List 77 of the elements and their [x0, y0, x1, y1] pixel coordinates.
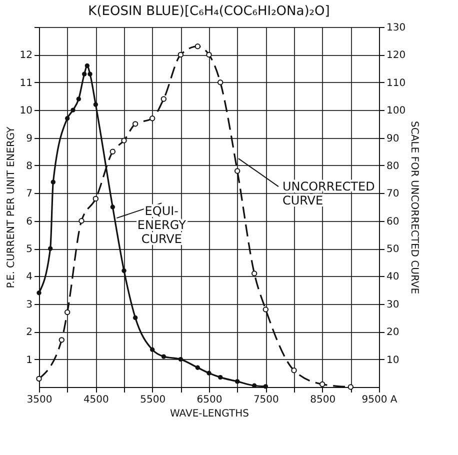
x-tick-label: 8500 — [310, 394, 336, 406]
point — [291, 368, 297, 374]
point — [263, 384, 268, 389]
y-tick-label: 5 — [26, 244, 32, 256]
point — [218, 374, 223, 380]
y2-tick-label: 70 — [386, 188, 400, 200]
point — [76, 96, 82, 102]
point — [121, 138, 127, 144]
y-tick-label: 10 — [20, 106, 32, 117]
point — [82, 72, 87, 76]
point — [194, 44, 201, 50]
x-tick-label: 7500 — [253, 394, 279, 406]
point — [64, 309, 70, 316]
point — [36, 290, 42, 296]
point — [50, 180, 56, 184]
point — [234, 168, 240, 174]
point — [206, 370, 212, 376]
point — [132, 315, 138, 320]
x-tick-label: 4500 — [83, 394, 109, 406]
point — [78, 218, 84, 224]
point — [132, 121, 138, 127]
chart-title: K(EOSIN BLUE)[C₆H₄(COC₆HI₂ONa)₂O] — [88, 4, 330, 19]
point — [58, 337, 65, 343]
y2-tick-label: 10 — [386, 354, 400, 366]
y2-tick-label: 60 — [386, 216, 400, 228]
y-tick-label: 7 — [26, 188, 32, 200]
point — [64, 116, 70, 121]
y-tick-label: 4 — [26, 272, 32, 283]
y-tick-label: 6 — [26, 216, 32, 228]
point — [88, 72, 92, 76]
point — [251, 270, 258, 276]
point — [262, 306, 269, 312]
y2-tick-label: 130 — [386, 22, 406, 34]
point — [92, 196, 99, 202]
point — [70, 108, 76, 112]
point — [234, 379, 240, 384]
point — [110, 148, 116, 154]
point — [160, 96, 167, 102]
y2-tick-label: 30 — [386, 299, 400, 310]
y-tick-label: 1 — [26, 354, 32, 366]
x-tick-label: 5500 — [140, 394, 166, 406]
y2-axis-title: SCALE FOR UNCORRECTED CURVE — [408, 120, 420, 294]
point — [93, 102, 98, 107]
y2-tick-label: 100 — [386, 106, 406, 117]
x-tick-label: 6500 — [196, 394, 222, 406]
y2-tick-label: 110 — [386, 78, 406, 89]
y2-tick-label: 20 — [386, 327, 400, 338]
y2-tick-label: 120 — [386, 50, 406, 62]
y-tick-label: 2 — [26, 327, 32, 338]
x-axis-title: WAVE-LENGTHS — [170, 408, 250, 420]
y-tick-label: 11 — [20, 78, 32, 89]
point — [206, 52, 212, 58]
point — [110, 204, 116, 210]
point — [48, 246, 53, 251]
y-axis-title: P.E. CURRENT PER UNIT ENERGY — [6, 126, 17, 288]
x-tick-label: 3500 — [26, 394, 52, 406]
point — [217, 80, 224, 86]
point — [122, 268, 126, 274]
point — [149, 116, 156, 122]
point — [161, 354, 166, 359]
point — [195, 365, 200, 370]
point — [348, 384, 354, 390]
point — [178, 52, 184, 58]
y2-tick-label: 50 — [386, 244, 400, 256]
x-tick-label: 9500 A — [362, 394, 398, 406]
point — [178, 356, 184, 362]
point — [84, 63, 90, 68]
y2-tick-label: 40 — [386, 272, 400, 283]
y2-tick-label: 80 — [386, 160, 400, 172]
point — [36, 376, 42, 382]
y-tick-label: 3 — [26, 299, 32, 310]
y-tick-label: 8 — [26, 160, 32, 172]
y2-tick-label: 90 — [386, 133, 400, 144]
point — [319, 381, 326, 388]
y-tick-label: 9 — [26, 133, 32, 144]
y-tick-label: 12 — [20, 50, 32, 62]
point — [150, 347, 155, 352]
